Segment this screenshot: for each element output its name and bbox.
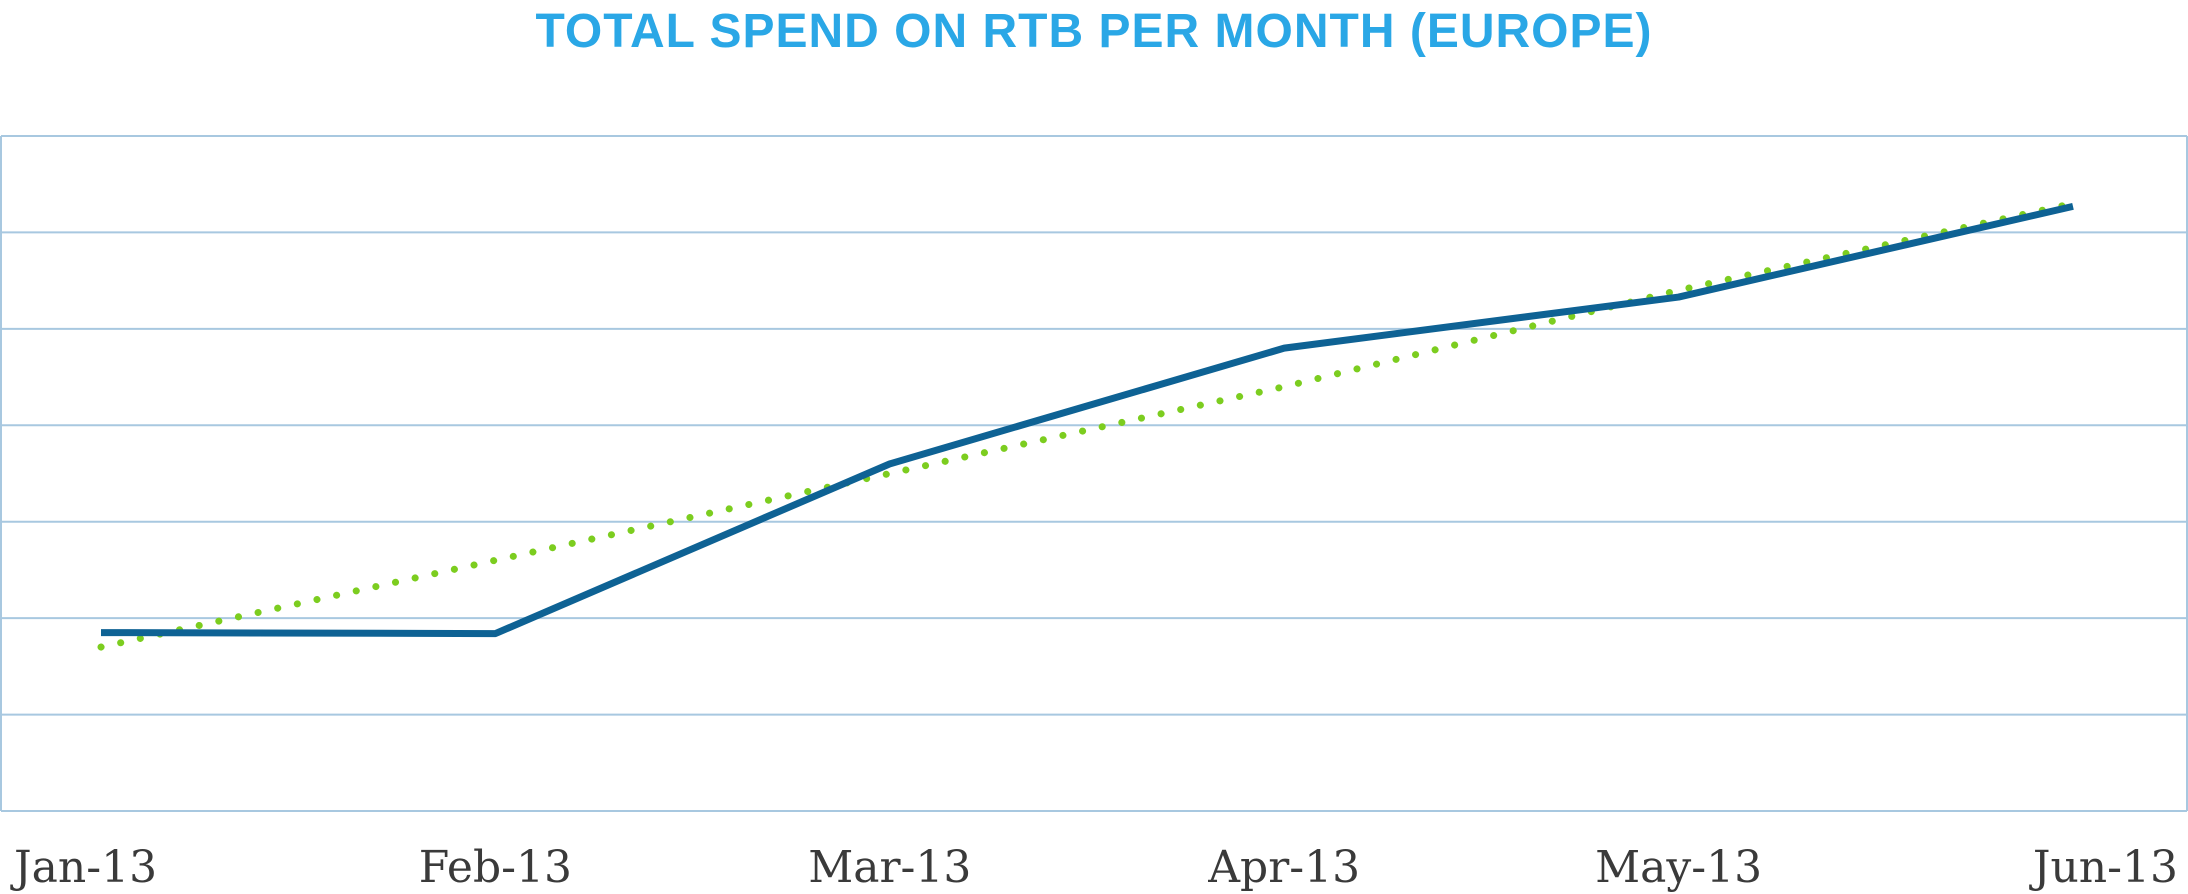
series-lines <box>97 200 2077 651</box>
x-tick-label: Feb-13 <box>419 842 572 893</box>
x-tick-label: Jan-13 <box>10 842 157 893</box>
grid-lines <box>0 135 2188 812</box>
x-tick-label: May-13 <box>1595 842 1762 893</box>
series-line-spend <box>100 202 2074 638</box>
chart-title: TOTAL SPEND ON RTB PER MONTH (EUROPE) <box>535 5 1653 58</box>
x-tick-label: Jun-13 <box>2029 842 2178 893</box>
x-axis-tick-labels: Jan-13 Feb-13 Mar-13 Apr-13 May-13 Jun-13 <box>10 842 2178 893</box>
x-tick-label: Mar-13 <box>808 842 971 893</box>
x-tick-label: Apr-13 <box>1207 842 1360 893</box>
